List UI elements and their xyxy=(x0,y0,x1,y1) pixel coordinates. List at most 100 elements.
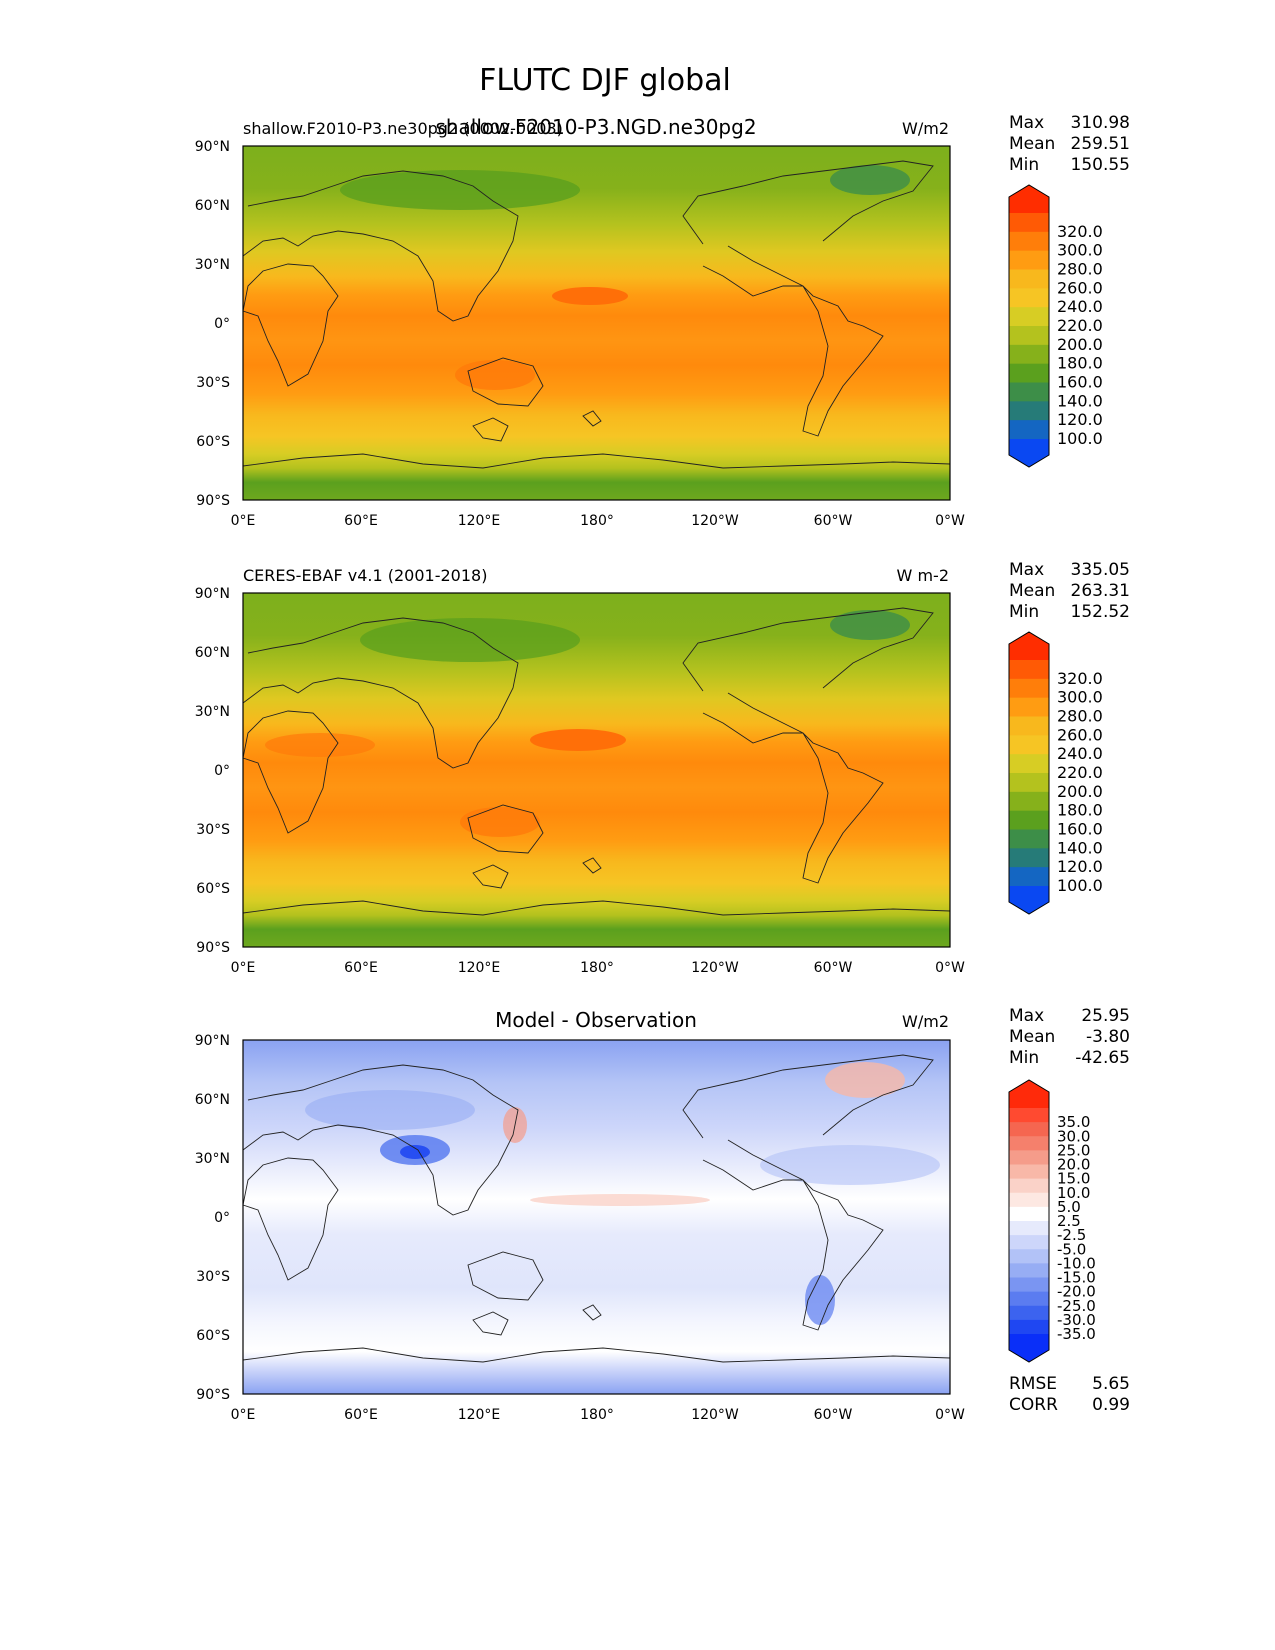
panel-2-warm-pool xyxy=(530,729,626,751)
stat-label: Max xyxy=(1009,1006,1044,1026)
colorbar-segment xyxy=(1009,1263,1049,1278)
colorbar-segment xyxy=(1009,660,1049,680)
panel-2-map xyxy=(242,592,951,948)
panel-1-australia-warm xyxy=(455,360,535,390)
colorbar-tick-label: 160.0 xyxy=(1057,373,1103,392)
lat-tick: 30°N xyxy=(195,704,230,720)
colorbar-tick-label: 180.0 xyxy=(1057,354,1103,373)
lon-tick: 180° xyxy=(580,960,614,976)
colorbar-outline xyxy=(1008,631,1050,915)
panel-2-map-fill xyxy=(243,593,950,947)
colorbar-extend-min xyxy=(1009,1334,1049,1362)
colorbar-tick-label: 120.0 xyxy=(1057,857,1103,876)
colorbar-segment xyxy=(1009,363,1049,383)
panel-1-title-center: shallow.F2010-P3.NGD.ne30pg2 xyxy=(435,115,756,139)
colorbar-segment xyxy=(1009,1319,1049,1335)
colorbar-tick-label: 320.0 xyxy=(1057,669,1103,688)
colorbar-segment xyxy=(1009,307,1049,327)
colorbar-tick-label: 160.0 xyxy=(1057,820,1103,839)
colorbar-segment xyxy=(1009,1277,1049,1293)
colorbar-segment xyxy=(1009,716,1049,736)
panel-2-lat-axis: 90°N 60°N 30°N 0° 30°S 60°S 90°S xyxy=(195,586,230,956)
stat-value: 263.31 xyxy=(1071,581,1130,601)
lon-tick: 120°W xyxy=(691,960,739,976)
colorbar-tick-label: 140.0 xyxy=(1057,838,1103,857)
colorbar-tick-label: 140.0 xyxy=(1057,391,1103,410)
colorbar-tick-label: 240.0 xyxy=(1057,297,1103,316)
stat-label: Min xyxy=(1009,155,1039,175)
colorbar-tick-label: 260.0 xyxy=(1057,725,1103,744)
lat-tick: 60°N xyxy=(195,1092,230,1108)
lat-tick: 0° xyxy=(214,763,230,779)
lon-tick: 180° xyxy=(580,1407,614,1423)
colorbar-segment xyxy=(1009,326,1049,346)
stat-value: 25.95 xyxy=(1081,1006,1130,1026)
colorbar-tick-label: 2.5 xyxy=(1057,1212,1081,1230)
corr-value: 0.99 xyxy=(1092,1395,1130,1415)
colorbar-segment xyxy=(1009,791,1049,812)
lon-tick: 60°W xyxy=(814,1407,853,1423)
colorbar-tick-label: 100.0 xyxy=(1057,876,1103,895)
panel-1-map-frame xyxy=(242,145,951,501)
panel-1-lon-axis: 0°E 60°E 120°E 180° 120°W 60°W 0°W xyxy=(231,513,965,529)
lon-tick: 60°E xyxy=(344,1407,378,1423)
lat-tick: 90°S xyxy=(196,1387,230,1403)
panel-2-coastlines xyxy=(242,607,951,916)
colorbar-segment xyxy=(1009,1291,1049,1307)
lon-tick: 120°E xyxy=(458,513,501,529)
panel-2-australia-warm xyxy=(460,807,540,837)
colorbar-tick-label: 300.0 xyxy=(1057,688,1103,707)
lat-tick: 90°N xyxy=(195,586,230,602)
stat-value: 152.52 xyxy=(1071,602,1130,622)
colorbar-outline xyxy=(1008,1079,1050,1363)
panel-2-greenland-low xyxy=(830,610,910,640)
colorbar-segment xyxy=(1009,401,1049,421)
colorbar-segment xyxy=(1009,382,1049,402)
lon-tick: 0°E xyxy=(231,513,256,529)
colorbar-segment xyxy=(1009,810,1049,830)
colorbar-segment xyxy=(1009,1206,1049,1222)
panel-1-units: W/m2 xyxy=(902,119,949,138)
stat-label: Mean xyxy=(1009,134,1055,154)
colorbar-segment xyxy=(1009,735,1049,755)
lon-tick: 0°E xyxy=(231,1407,256,1423)
panel-1-map-fill xyxy=(243,146,950,500)
colorbar-tick-label: 320.0 xyxy=(1057,222,1103,241)
panel-3-map-frame xyxy=(242,1039,951,1395)
panel-1-title-left: shallow.F2010-P3.ne30pg2 (0002-0003) xyxy=(243,119,563,138)
colorbar-extend-max xyxy=(1009,1080,1049,1108)
lon-tick: 120°W xyxy=(691,1407,739,1423)
stat-label: Mean xyxy=(1009,1027,1055,1047)
lat-tick: 60°N xyxy=(195,645,230,661)
lat-tick: 60°S xyxy=(196,1328,230,1344)
panel-1-siberia-low xyxy=(340,170,580,210)
colorbar-segment xyxy=(1009,1305,1049,1321)
panel-difference: Model - Observation W/m2 xyxy=(195,1006,1130,1423)
colorbar-segment xyxy=(1009,773,1049,793)
colorbar-segment xyxy=(1009,288,1049,308)
colorbar-segment xyxy=(1009,1249,1049,1264)
colorbar-tick-label: 30.0 xyxy=(1057,1127,1090,1145)
panel-3-tropical-positive xyxy=(530,1194,710,1206)
panel-3-lon-axis: 0°E 60°E 120°E 180° 120°W 60°W 0°W xyxy=(231,1407,965,1423)
colorbar-tick-label: -2.5 xyxy=(1057,1226,1086,1244)
panel-2-map-frame xyxy=(242,592,951,948)
colorbar-segment xyxy=(1009,829,1049,849)
panel-2-siberia-low xyxy=(360,618,580,662)
lon-tick: 0°W xyxy=(935,513,965,529)
colorbar-tick-label: 260.0 xyxy=(1057,278,1103,297)
colorbar-extend-min xyxy=(1009,886,1049,914)
colorbar-tick-label: 280.0 xyxy=(1057,260,1103,279)
panel-3-southamerica-negative xyxy=(805,1275,835,1325)
colorbar-segment xyxy=(1009,1164,1049,1180)
panel-1-coastlines xyxy=(242,160,951,469)
stat-value: -42.65 xyxy=(1075,1048,1130,1068)
colorbar-extend-min xyxy=(1009,439,1049,467)
colorbar-segment xyxy=(1009,1108,1049,1123)
rmse-value: 5.65 xyxy=(1092,1374,1130,1394)
panel-3-tibet-core xyxy=(400,1145,430,1159)
colorbar-tick-label: 15.0 xyxy=(1057,1170,1090,1188)
colorbar-tick-label: 200.0 xyxy=(1057,782,1103,801)
stat-label: Mean xyxy=(1009,581,1055,601)
